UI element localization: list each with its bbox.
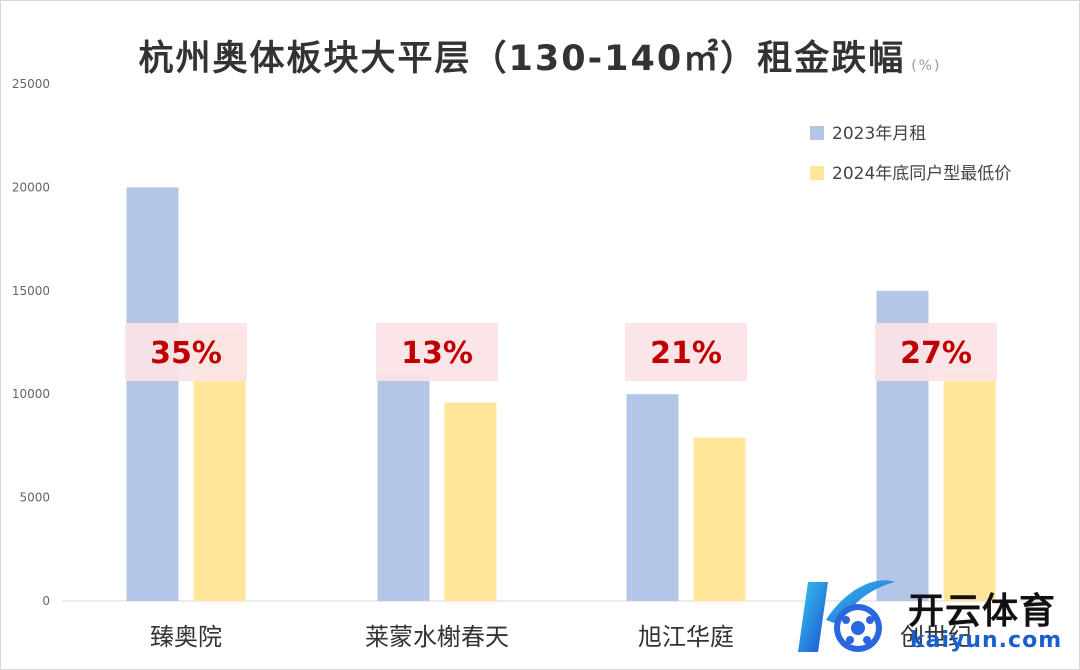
legend-swatch [810, 166, 824, 180]
chart-title-unit: (%) [911, 58, 942, 74]
bar-rent-2023 [626, 394, 679, 601]
y-tick-label: 20000 [12, 180, 50, 194]
x-category-label: 旭江华庭 [638, 623, 734, 651]
x-category-label: 臻奥院 [150, 623, 222, 651]
chart-title-text: 杭州奥体板块大平层（130-140㎡）租金跌幅 [138, 39, 906, 79]
x-category-label: 创世纪 [900, 623, 972, 651]
drop-badge [376, 323, 498, 381]
drop-badge [125, 323, 247, 381]
bar-lowest-2024 [444, 402, 497, 601]
watermark-logo: 开云体育 kaiyun.com [790, 570, 1080, 670]
bar-rent-2023 [126, 187, 179, 601]
watermark-text-cn: 开云体育 [908, 591, 1057, 632]
legend-label: 2024年底同户型最低价 [832, 164, 1011, 184]
chart-title: 杭州奥体板块大平层（130-140㎡）租金跌幅 (%) [0, 30, 1080, 81]
y-tick-label: 15000 [12, 284, 50, 298]
drop-percentage-label: 27% [900, 336, 972, 371]
drop-badge [625, 323, 747, 381]
x-category-label: 莱蒙水榭春天 [365, 623, 509, 651]
legend-swatch [810, 126, 824, 140]
legend-label: 2023年月租 [832, 124, 926, 144]
drop-percentage-label: 13% [401, 336, 473, 371]
y-tick-label: 0 [42, 594, 50, 608]
bar-lowest-2024 [943, 373, 996, 601]
y-tick-label: 5000 [19, 491, 50, 505]
watermark-k-icon [798, 580, 895, 652]
bar-lowest-2024 [693, 437, 746, 601]
drop-percentage-label: 35% [150, 336, 222, 371]
drop-percentage-label: 21% [650, 336, 722, 371]
y-tick-label: 25000 [12, 77, 50, 91]
bar-rent-2023 [377, 373, 430, 601]
drop-badge [875, 323, 997, 381]
watermark-text-en: kaiyun.com [910, 628, 1063, 653]
y-tick-label: 10000 [12, 387, 50, 401]
